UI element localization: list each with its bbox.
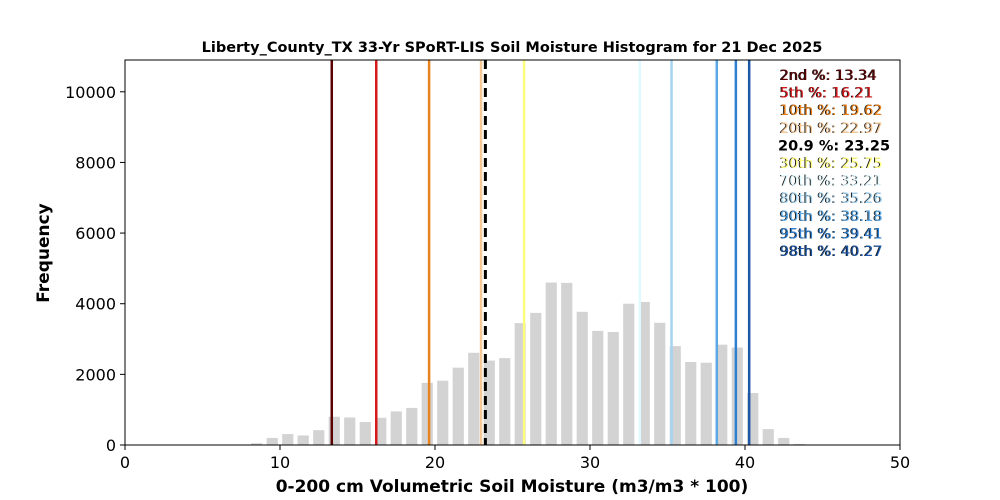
histogram-bar	[437, 380, 449, 445]
x-axis-label: 0-200 cm Volumetric Soil Moisture (m3/m3…	[276, 477, 749, 497]
percentile-legend-entry: 95th %: 39.41	[780, 226, 883, 242]
histogram-bar	[406, 407, 418, 445]
histogram-bar	[483, 360, 495, 445]
histogram-bar	[530, 312, 542, 445]
histogram-bar	[452, 367, 464, 445]
percentile-legend-entry: 20th %: 22.97	[780, 121, 883, 137]
histogram-bar	[576, 311, 588, 445]
y-axis-ticks: 0 2000 4000 6000 8000 10000	[65, 83, 125, 455]
histogram-bar	[468, 352, 480, 445]
chart-title: Liberty_County_TX 33-Yr SPoRT-LIS Soil M…	[202, 40, 823, 56]
percentile-legend-shadow: 70th %: 33.21	[779, 174, 882, 190]
bars-group	[251, 282, 805, 445]
histogram-bar	[607, 331, 619, 445]
histogram-bar	[731, 347, 743, 445]
histogram-bar	[297, 435, 309, 445]
x-tick-label: 0	[120, 453, 130, 472]
y-tick-label: 0	[106, 436, 116, 455]
histogram-bar	[669, 346, 681, 445]
histogram-bar	[282, 434, 294, 445]
histogram-bar	[623, 303, 635, 445]
percentile-lines-group	[330, 60, 751, 445]
percentile-legend-shadow: 20th %: 22.97	[779, 121, 882, 137]
x-tick-label: 50	[890, 453, 910, 472]
percentile-legend-shadow: 10th %: 19.62	[779, 103, 882, 119]
histogram-bar	[762, 429, 774, 445]
histogram-bar	[344, 417, 356, 445]
histogram-bar	[375, 417, 387, 445]
histogram-bar	[499, 358, 511, 445]
histogram-bar	[716, 344, 728, 445]
percentile-legend-entry: 80th %: 35.26	[780, 191, 883, 207]
histogram-bar	[359, 422, 371, 445]
y-tick-label: 8000	[75, 153, 116, 172]
percentile-legend-shadow: 5th %: 16.21	[779, 86, 873, 102]
percentile-legend-entry: 10th %: 19.62	[780, 103, 883, 119]
histogram-bar	[561, 282, 573, 445]
histogram-bar	[592, 330, 604, 445]
histogram-bar	[514, 323, 526, 445]
histogram-bar	[545, 282, 557, 445]
histogram-bar	[685, 361, 697, 445]
x-axis-ticks: 0 10 20 30 40 50	[120, 445, 910, 472]
percentile-legend-entry: 2nd %: 13.34	[780, 68, 877, 84]
y-tick-label: 4000	[75, 295, 116, 314]
percentile-legend-shadow: 95th %: 39.41	[779, 226, 882, 242]
histogram-bar	[638, 301, 650, 445]
histogram-bar	[390, 411, 402, 445]
y-tick-label: 6000	[75, 224, 116, 243]
percentile-legend-shadow: 2nd %: 13.34	[779, 68, 876, 84]
percentile-legend-shadow: 30th %: 25.75	[779, 156, 882, 172]
y-tick-label: 10000	[65, 83, 116, 102]
percentile-legend-entry: 98th %: 40.27	[780, 244, 883, 260]
histogram-bar	[421, 382, 433, 445]
x-tick-label: 40	[735, 453, 755, 472]
plot-frame	[124, 59, 901, 446]
percentile-legend-entry: 5th %: 16.21	[780, 86, 874, 102]
percentile-legend-shadow: 80th %: 35.26	[779, 191, 882, 207]
x-tick-label: 10	[270, 453, 290, 472]
percentile-legend-entry: 30th %: 25.75	[780, 156, 883, 172]
histogram-bar	[778, 437, 790, 445]
x-tick-label: 30	[580, 453, 600, 472]
y-axis-label: Frequency	[34, 203, 54, 303]
histogram-bar	[700, 362, 712, 445]
histogram-bar	[266, 437, 278, 445]
x-tick-label: 20	[425, 453, 445, 472]
histogram-bar	[654, 322, 666, 445]
histogram-bar	[313, 430, 325, 445]
percentile-legend-shadow: 90th %: 38.18	[779, 209, 882, 225]
histogram-bar	[251, 443, 263, 445]
percentile-legend-entry: 90th %: 38.18	[780, 209, 883, 225]
histogram-bar	[793, 443, 805, 445]
percentile-legend-entry: 20.9 %: 23.25	[778, 138, 890, 154]
percentile-legend-entry: 70th %: 33.21	[780, 174, 883, 190]
histogram-bar	[328, 416, 340, 445]
percentile-legend-shadow: 98th %: 40.27	[779, 244, 882, 260]
y-tick-label: 2000	[75, 365, 116, 384]
histogram-bar	[747, 393, 759, 445]
